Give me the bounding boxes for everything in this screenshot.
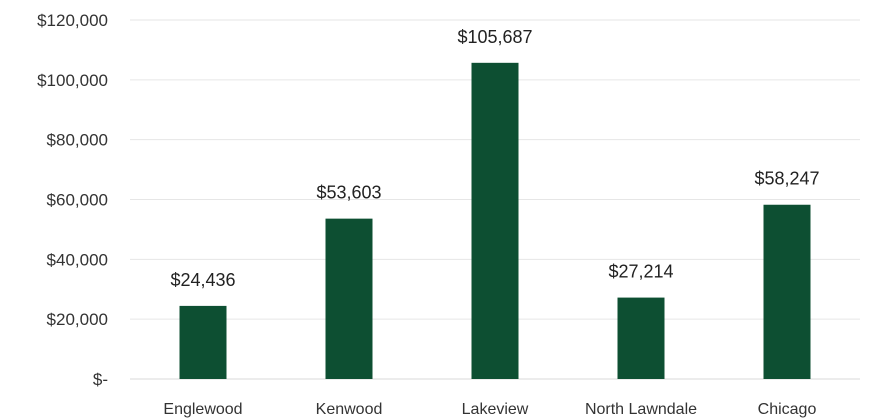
y-tick-label: $- <box>93 370 108 389</box>
data-labels: $24,436 $53,603 $105,687 $27,214 $58,247 <box>170 27 819 290</box>
data-label: $58,247 <box>754 169 819 189</box>
data-label: $27,214 <box>608 262 673 282</box>
bar-kenwood <box>325 218 373 379</box>
x-tick-label: Chicago <box>758 401 817 418</box>
y-tick-label: $100,000 <box>37 71 108 90</box>
data-label: $105,687 <box>457 27 532 47</box>
x-tick-label: Lakeview <box>462 401 529 418</box>
y-tick-label: $20,000 <box>47 310 108 329</box>
x-tick-label: North Lawndale <box>585 401 697 418</box>
bars <box>179 62 811 379</box>
data-label: $53,603 <box>316 183 381 203</box>
y-tick-label: $80,000 <box>47 131 108 150</box>
bar-north-lawndale <box>617 297 665 379</box>
y-tick-label: $60,000 <box>47 191 108 210</box>
bar-lakeview <box>471 62 519 379</box>
y-tick-label: $120,000 <box>37 11 108 30</box>
x-tick-label: Englewood <box>163 401 242 418</box>
bar-chicago <box>763 204 811 379</box>
bar-englewood <box>179 305 227 379</box>
x-axis-ticks: Englewood Kenwood Lakeview North Lawndale Ch… <box>163 401 816 418</box>
data-label: $24,436 <box>170 270 235 290</box>
y-axis-ticks: $- $20,000 $40,000 $60,000 $80,000 $100,000 $1… <box>37 11 108 389</box>
x-tick-label: Kenwood <box>316 401 383 418</box>
y-tick-label: $40,000 <box>47 250 108 269</box>
